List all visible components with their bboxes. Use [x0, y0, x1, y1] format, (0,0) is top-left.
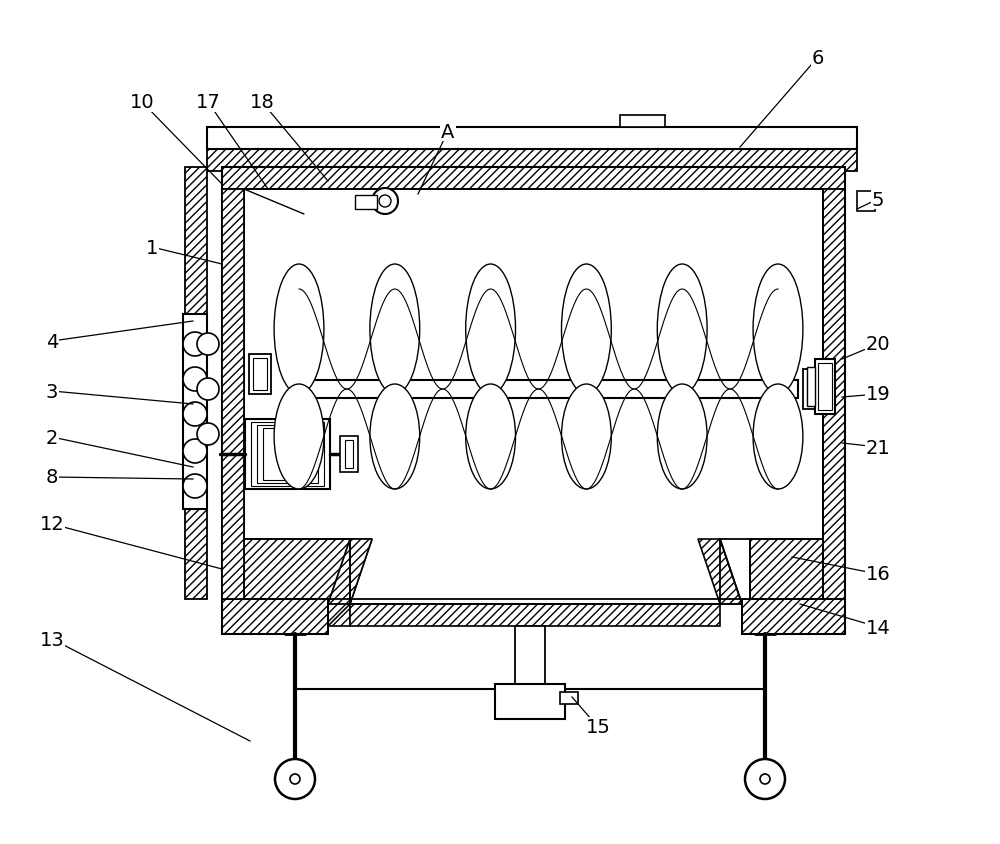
- Ellipse shape: [753, 385, 803, 490]
- Bar: [803, 370, 825, 409]
- Circle shape: [183, 368, 207, 392]
- Text: 1: 1: [146, 238, 158, 257]
- Bar: [222, 168, 845, 190]
- Text: 2: 2: [46, 428, 58, 447]
- Ellipse shape: [466, 265, 516, 394]
- Text: 17: 17: [196, 94, 220, 112]
- Circle shape: [183, 474, 207, 499]
- Text: A: A: [441, 122, 455, 141]
- Ellipse shape: [561, 385, 611, 490]
- Bar: [823, 190, 845, 599]
- Text: 3: 3: [46, 382, 58, 401]
- Bar: [207, 150, 857, 172]
- Ellipse shape: [274, 265, 324, 394]
- Bar: [750, 539, 845, 599]
- Bar: [257, 425, 318, 484]
- Polygon shape: [328, 539, 372, 604]
- Circle shape: [760, 774, 770, 784]
- Bar: [620, 116, 665, 127]
- Bar: [222, 190, 244, 599]
- Bar: [350, 604, 720, 626]
- Circle shape: [197, 379, 219, 401]
- Text: 18: 18: [250, 94, 274, 112]
- Text: 14: 14: [866, 618, 890, 636]
- Bar: [345, 441, 353, 468]
- Ellipse shape: [657, 385, 707, 490]
- Text: 5: 5: [872, 190, 884, 209]
- Bar: [807, 368, 815, 407]
- Ellipse shape: [370, 265, 420, 394]
- Text: 10: 10: [130, 94, 154, 112]
- Bar: [207, 127, 857, 150]
- Polygon shape: [222, 539, 350, 626]
- Ellipse shape: [370, 385, 420, 490]
- Text: 12: 12: [40, 515, 64, 534]
- Circle shape: [183, 403, 207, 426]
- Circle shape: [379, 196, 391, 208]
- Bar: [222, 599, 328, 634]
- Text: 4: 4: [46, 332, 58, 351]
- Text: 16: 16: [866, 565, 890, 584]
- Bar: [560, 692, 578, 704]
- Text: 19: 19: [866, 385, 890, 404]
- Bar: [263, 429, 312, 480]
- Bar: [183, 315, 207, 510]
- Bar: [185, 168, 207, 599]
- Ellipse shape: [466, 385, 516, 490]
- Circle shape: [290, 774, 300, 784]
- Text: 13: 13: [40, 630, 64, 649]
- Text: 8: 8: [46, 468, 58, 487]
- Ellipse shape: [753, 265, 803, 394]
- Circle shape: [183, 440, 207, 463]
- Text: 6: 6: [812, 48, 824, 68]
- Bar: [495, 684, 565, 719]
- Circle shape: [197, 333, 219, 355]
- Ellipse shape: [274, 385, 324, 490]
- Text: 15: 15: [586, 717, 610, 737]
- Bar: [222, 190, 244, 599]
- Bar: [289, 381, 798, 398]
- Bar: [818, 364, 832, 410]
- Polygon shape: [222, 539, 372, 626]
- Ellipse shape: [561, 265, 611, 394]
- Bar: [742, 599, 845, 634]
- Bar: [807, 374, 821, 405]
- Bar: [245, 419, 330, 490]
- Circle shape: [183, 333, 207, 356]
- Ellipse shape: [657, 265, 707, 394]
- Polygon shape: [698, 539, 742, 604]
- Circle shape: [275, 759, 315, 799]
- Bar: [815, 360, 835, 414]
- Bar: [249, 354, 271, 394]
- Bar: [515, 626, 545, 690]
- Bar: [355, 196, 377, 210]
- Bar: [253, 359, 267, 391]
- Text: 21: 21: [866, 438, 890, 457]
- Circle shape: [197, 424, 219, 446]
- Bar: [857, 192, 875, 212]
- Bar: [251, 423, 324, 486]
- Circle shape: [372, 189, 398, 214]
- Bar: [340, 436, 358, 473]
- Text: 20: 20: [866, 335, 890, 354]
- Circle shape: [745, 759, 785, 799]
